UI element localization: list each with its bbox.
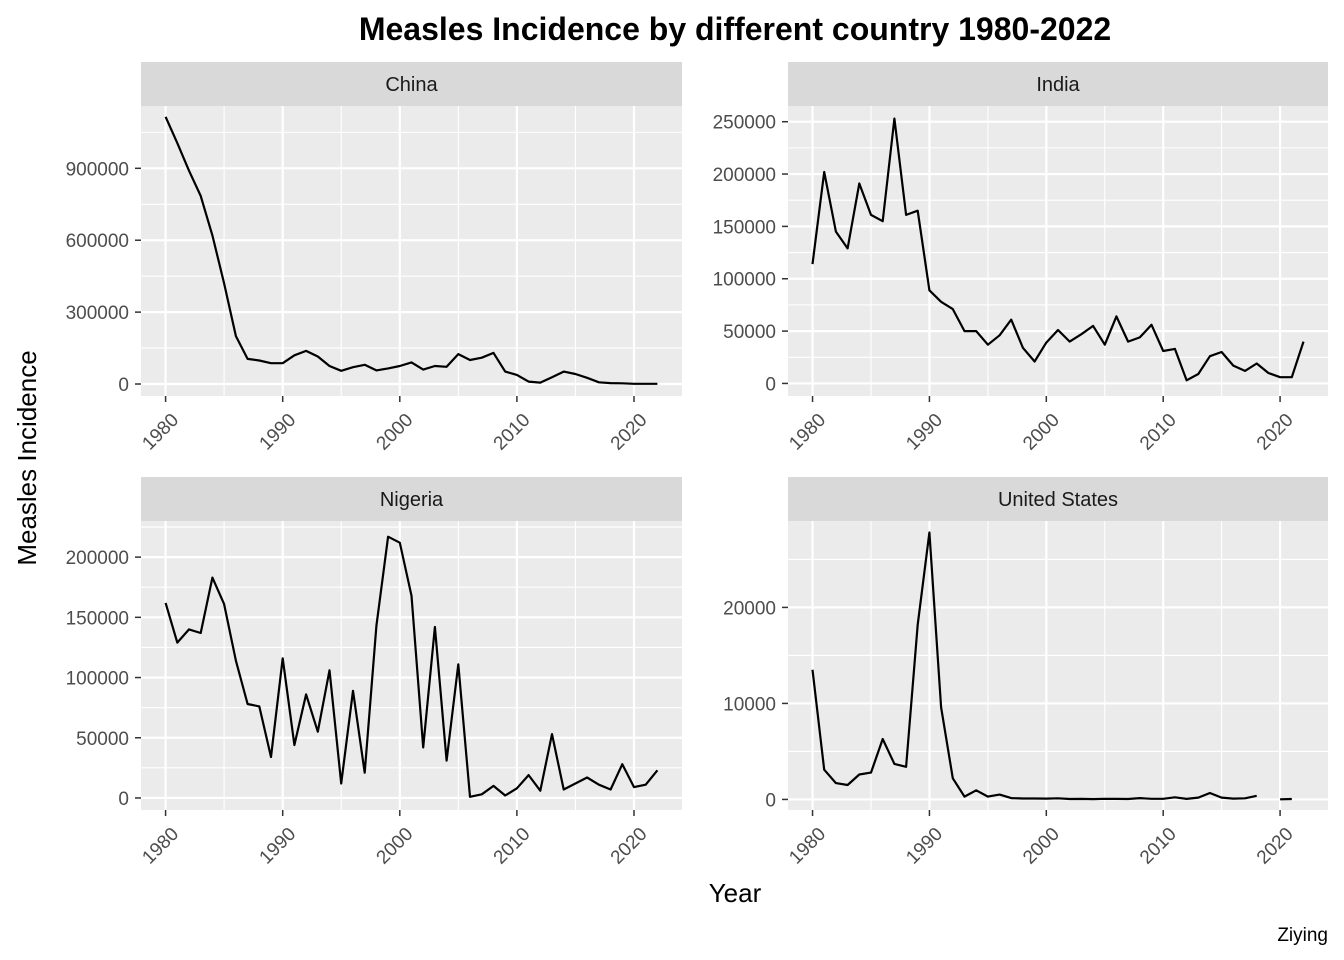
x-tick-label: 2020: [607, 410, 652, 455]
y-tick-label: 50000: [76, 729, 129, 750]
x-tick-label: 2010: [490, 824, 535, 869]
x-tick-label: 1980: [138, 824, 183, 869]
series-line-china: [164, 116, 658, 385]
y-tick-label: 150000: [713, 217, 776, 238]
series-line-india: [811, 117, 1305, 382]
x-tick-label: 2000: [1019, 410, 1064, 455]
x-tick-label: 2020: [1253, 824, 1298, 869]
y-tick-label: 10000: [723, 694, 776, 715]
facet-strip: [788, 477, 1328, 521]
x-tick-label: 2010: [1136, 824, 1181, 869]
facet-strip: [141, 477, 682, 521]
x-tick-label: 1990: [256, 824, 301, 869]
y-tick-label: 0: [765, 374, 776, 395]
y-tick-label: 300000: [66, 303, 129, 324]
y-tick-label: 200000: [66, 548, 129, 569]
x-tick-label: 1990: [256, 410, 301, 455]
x-tick-label: 2000: [373, 410, 418, 455]
y-tick-label: 0: [118, 789, 129, 810]
x-tick-label: 1980: [138, 410, 183, 455]
facet-strip-label: China: [385, 74, 438, 96]
panel-background: [141, 106, 682, 396]
y-tick-label: 0: [118, 375, 129, 396]
y-tick-label: 100000: [713, 270, 776, 291]
y-tick-label: 900000: [66, 159, 129, 180]
panel-china: China 1980 1990 2000 2010 2020 0 300000 600000 90…: [66, 62, 682, 454]
x-tick-label: 1980: [785, 410, 830, 455]
x-tick-label: 2010: [490, 410, 535, 455]
facet-strip: [141, 62, 682, 106]
x-tick-label: 2000: [1019, 824, 1064, 869]
x-tick-label: 1980: [785, 824, 830, 869]
panel-nigeria: Nigeria 1980 1990 2000 2010 2020 0 50000 100000 1…: [66, 477, 682, 868]
x-tick-label: 2020: [1253, 410, 1298, 455]
facet-strip-label: United States: [998, 489, 1118, 511]
series-line-nigeria: [164, 535, 659, 798]
panel-background: [788, 106, 1328, 396]
y-tick-label: 150000: [66, 608, 129, 629]
y-tick-label: 20000: [723, 598, 776, 619]
x-tick-label: 1990: [902, 824, 947, 869]
y-tick-label: 0: [765, 790, 776, 811]
panel-united-states: United States 1980 1990 2000 2010 2020 0 10000 2…: [723, 477, 1328, 868]
y-tick-label: 200000: [713, 165, 776, 186]
chart-title: Measles Incidence by different country 1…: [359, 11, 1111, 47]
panel-india: India 1980 1990 2000 2010 2020 0 50000 100000 150…: [713, 62, 1328, 454]
y-axis-title: Measles Incidence: [12, 350, 42, 565]
panel-background: [141, 521, 682, 810]
facet-strip-label: India: [1036, 74, 1080, 96]
facet-strip: [788, 62, 1328, 106]
x-tick-label: 2010: [1136, 410, 1181, 455]
x-tick-label: 2000: [373, 824, 418, 869]
facet-strip-label: Nigeria: [380, 489, 444, 511]
facet-panels: China 1980 1990 2000 2010 2020 0 300000 600000 90…: [66, 62, 1328, 868]
y-tick-label: 250000: [713, 113, 776, 134]
x-tick-label: 2020: [607, 824, 652, 869]
x-axis-title: Year: [709, 878, 762, 908]
x-tick-label: 1990: [902, 410, 947, 455]
chart-caption: Ziying: [1277, 925, 1328, 946]
series-line-united-states: [811, 531, 1292, 801]
y-tick-label: 600000: [66, 231, 129, 252]
y-tick-label: 100000: [66, 669, 129, 690]
y-tick-label: 50000: [723, 322, 776, 343]
panel-background: [788, 521, 1328, 810]
